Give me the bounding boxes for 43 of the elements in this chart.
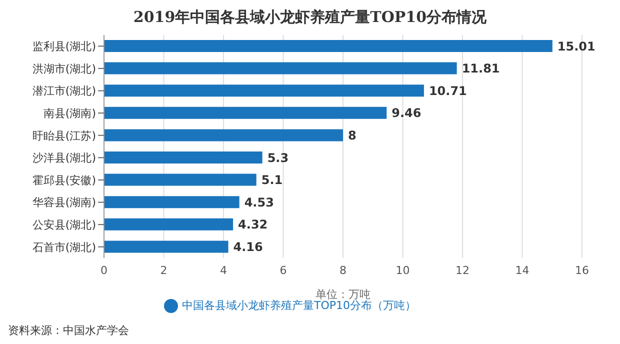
x-tick-label: 10 (396, 264, 410, 277)
bar (104, 196, 240, 208)
x-tick-label: 6 (280, 264, 287, 277)
y-tick-label: 南县(湖南) (43, 106, 96, 120)
y-tick-label: 监利县(湖北) (32, 40, 96, 54)
bar (104, 152, 262, 164)
y-tick-label: 盱眙县(江苏) (32, 129, 96, 142)
data-label: 4.16 (233, 240, 263, 254)
bar (104, 40, 552, 52)
x-tick-label: 16 (575, 264, 589, 277)
legend-label: 中国各县域小龙虾养殖产量TOP10分布（万吨） (182, 299, 416, 312)
bar (104, 129, 343, 142)
data-label: 4.53 (244, 195, 274, 210)
bar (104, 218, 234, 230)
x-tick-label: 0 (100, 264, 108, 277)
x-tick-label: 8 (340, 264, 346, 277)
y-tick-label: 石首市(湖北) (32, 240, 96, 254)
y-tick-label: 华容县(湖南) (32, 196, 96, 210)
bar (104, 62, 457, 74)
y-tick-label: 霍邱县(安徽) (32, 174, 96, 187)
bar (104, 84, 424, 97)
data-label: 5.1 (261, 173, 283, 188)
y-tick-label: 公安县(湖北) (32, 218, 96, 232)
bar (104, 106, 387, 119)
x-axis-title: 单位：万吨 (316, 288, 370, 301)
bar (104, 240, 228, 253)
data-label: 9.46 (392, 106, 422, 120)
data-label: 5.3 (267, 150, 289, 165)
data-label: 11.81 (462, 62, 500, 76)
data-label: 15.01 (557, 39, 596, 54)
bar (104, 174, 256, 186)
x-tick-label: 4 (220, 264, 227, 277)
data-label: 8 (348, 128, 356, 142)
chart-title: 2019年中国各县域小龙虾养殖产量TOP10分布情况 (132, 8, 488, 27)
data-label: 4.32 (238, 218, 268, 232)
text: 资料来源：中国水产学会 (8, 323, 130, 338)
x-tick-label: 2 (160, 264, 168, 277)
x-tick-label: 12 (456, 264, 470, 277)
data-label: 10.71 (428, 84, 467, 98)
y-tick-label: 洪湖市(湖北) (32, 62, 96, 76)
y-tick-label: 沙洋县(湖北) (32, 152, 96, 165)
y-tick-label: 潜江市(湖北) (32, 84, 96, 98)
x-tick-label: 14 (515, 264, 530, 277)
